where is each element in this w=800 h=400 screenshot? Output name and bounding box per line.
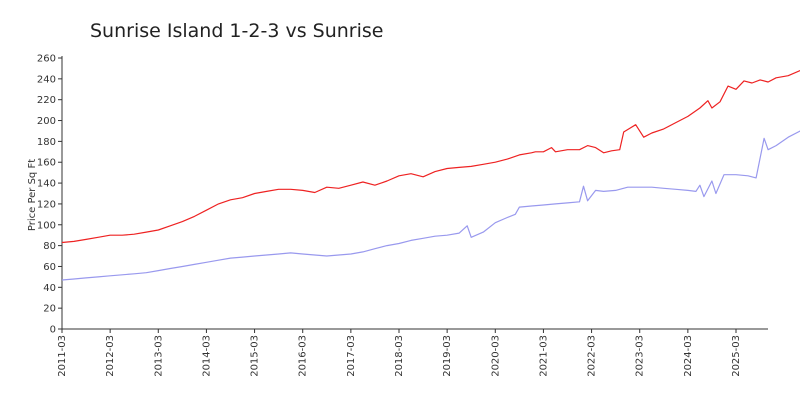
x-tick-label: 2025-03 [731, 335, 742, 377]
y-tick-label: 180 [37, 137, 56, 148]
x-tick-label: 2019-03 [442, 335, 453, 377]
y-tick-label: 20 [43, 304, 56, 315]
series-line-1 [61, 69, 800, 244]
y-tick-label: 40 [43, 283, 56, 294]
y-tick-label: 200 [37, 116, 56, 127]
y-tick-label: 220 [37, 95, 56, 106]
y-tick-label: 100 [37, 220, 56, 231]
y-tick-label: 260 [37, 54, 56, 65]
series-line-2 [61, 130, 800, 281]
chart-title: Sunrise Island 1-2-3 vs Sunrise [90, 20, 384, 42]
x-tick-label: 2024-03 [683, 335, 694, 377]
y-tick-label: 120 [37, 199, 56, 210]
y-tick-label: 60 [43, 262, 56, 273]
y-tick-label: 160 [37, 158, 56, 169]
x-tick-label: 2011-03 [57, 335, 68, 377]
chart-axes: 0 20 40 60 80 100 120 140 160 180 200 220 240 260 2011… [37, 54, 768, 377]
y-tick-label: 240 [37, 74, 56, 85]
y-tick-label: 0 [50, 325, 56, 336]
x-tick-label: 2021-03 [538, 335, 549, 377]
chart-series-layer [61, 69, 800, 281]
x-tick-label: 2016-03 [298, 335, 309, 377]
x-tick-label: 2020-03 [490, 335, 501, 377]
x-tick-label: 2012-03 [105, 335, 116, 377]
y-tick-label: 140 [37, 179, 56, 190]
x-tick-label: 2013-03 [153, 335, 164, 377]
x-tick-label: 2023-03 [635, 335, 646, 377]
x-tick-label: 2014-03 [201, 335, 212, 377]
x-tick-label: 2022-03 [587, 335, 598, 377]
x-tick-label: 2018-03 [394, 335, 405, 377]
y-axis-title: Price Per Sq Ft [27, 159, 38, 231]
y-tick-label: 80 [43, 241, 56, 252]
x-tick-label: 2017-03 [346, 335, 357, 377]
x-tick-label: 2015-03 [250, 335, 261, 377]
